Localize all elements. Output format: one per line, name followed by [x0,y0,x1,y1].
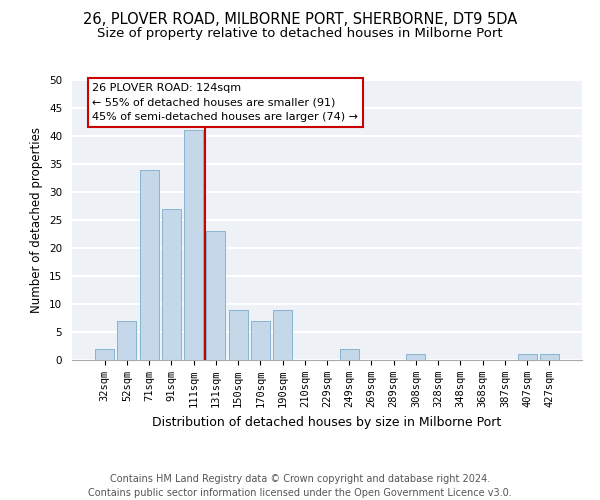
Bar [340,349,359,360]
Bar [95,349,114,360]
Bar [162,209,181,360]
Text: Size of property relative to detached houses in Milborne Port: Size of property relative to detached ho… [97,28,503,40]
Text: 26, PLOVER ROAD, MILBORNE PORT, SHERBORNE, DT9 5DA: 26, PLOVER ROAD, MILBORNE PORT, SHERBORN… [83,12,517,28]
Bar [184,130,203,360]
X-axis label: Distribution of detached houses by size in Milborne Port: Distribution of detached houses by size … [152,416,502,428]
Text: Contains HM Land Registry data © Crown copyright and database right 2024.
Contai: Contains HM Land Registry data © Crown c… [88,474,512,498]
Text: 26 PLOVER ROAD: 124sqm
← 55% of detached houses are smaller (91)
45% of semi-det: 26 PLOVER ROAD: 124sqm ← 55% of detached… [92,83,358,122]
Bar [251,321,270,360]
Y-axis label: Number of detached properties: Number of detached properties [31,127,43,313]
Bar [518,354,536,360]
Bar [118,321,136,360]
Bar [206,231,225,360]
Bar [406,354,425,360]
Bar [229,310,248,360]
Bar [540,354,559,360]
Bar [140,170,158,360]
Bar [273,310,292,360]
